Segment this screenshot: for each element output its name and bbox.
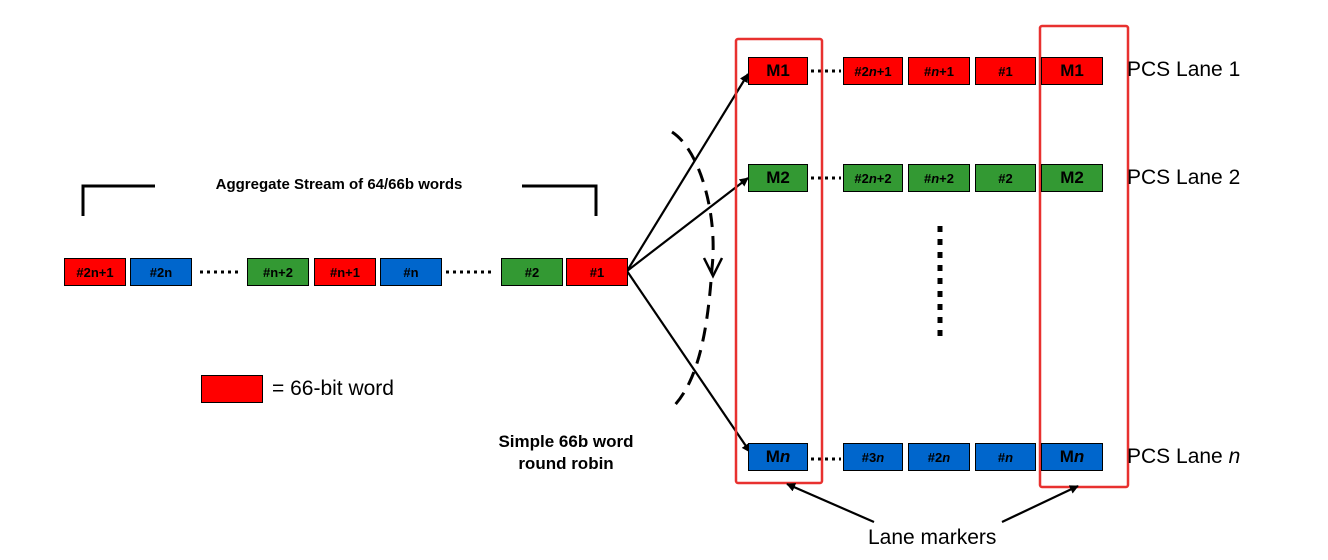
lane-marker-in: M1 (748, 57, 808, 85)
marker-label: M2 (766, 168, 790, 187)
stream-word: #1 (566, 258, 628, 286)
word-label-italic: n (868, 170, 877, 186)
word-label-italic: n (876, 449, 885, 465)
word-label: #2 (524, 264, 540, 280)
stream-word: #2 (501, 258, 563, 286)
stream-word: #2n (130, 258, 192, 286)
lane-marker-frame-left (734, 37, 824, 485)
word-label: # (923, 63, 932, 79)
stream-word: #n+2 (247, 258, 309, 286)
legend-text: = 66-bit word (272, 377, 394, 400)
lane-marker-out: M1 (1041, 57, 1103, 85)
lane-label: PCS Lane n (1127, 445, 1240, 469)
word-label: #1 (589, 264, 605, 280)
word-label-italic: n (1005, 449, 1014, 465)
round-robin-arrowhead (702, 257, 724, 279)
lane-label-text: PCS Lane 2 (1127, 166, 1241, 189)
lane-word: #2 (975, 164, 1036, 192)
word-label: #2 (854, 63, 869, 79)
stream-bracket (81, 184, 598, 216)
lane-word: #2 n (908, 443, 970, 471)
lane-label: PCS Lane 2 (1127, 166, 1240, 190)
lane-word: #2 n +2 (843, 164, 903, 192)
word-label-suffix: +1 (939, 63, 954, 79)
lane-markers-callout (786, 482, 1079, 524)
stream-word: #2n+1 (64, 258, 126, 286)
round-robin-curve (670, 130, 715, 410)
word-label: #2n+1 (76, 264, 114, 280)
stream-title: Aggregate Stream of 64/66b words (215, 176, 463, 193)
lane-label-text: PCS Lane 1 (1127, 58, 1241, 81)
marker-label: M1 (1060, 61, 1084, 80)
word-label: # (997, 449, 1006, 465)
marker-label: M (1059, 447, 1074, 466)
round-robin-line2: round robin (518, 454, 614, 473)
lane-label-text: PCS Lane (1127, 445, 1229, 468)
lane-word: #1 (975, 57, 1036, 85)
lane-ellipsis (811, 69, 841, 461)
word-label: #3 (861, 449, 877, 465)
lane-word: # n +2 (908, 164, 970, 192)
marker-label: M2 (1060, 168, 1084, 187)
word-label: #2 (854, 170, 869, 186)
word-label: #2n (149, 264, 173, 280)
word-label-suffix: +2 (939, 170, 954, 186)
marker-label: M (765, 447, 780, 466)
marker-label-italic: n (779, 447, 791, 466)
legend-swatch (201, 375, 263, 403)
word-label-italic: n (942, 449, 951, 465)
word-label: # (923, 170, 932, 186)
lane-marker-frame-right (1038, 24, 1130, 489)
word-label: #1 (998, 63, 1013, 79)
word-label-suffix: +1 (876, 63, 892, 79)
distribution-arrows (626, 73, 751, 453)
word-label-italic: n (868, 63, 877, 79)
lane-word: #2 n +1 (843, 57, 903, 85)
stream-word: #n (380, 258, 442, 286)
lane-marker-in: M2 (748, 164, 808, 192)
stream-word: #n+1 (314, 258, 376, 286)
word-label: #2 (998, 170, 1013, 186)
lane-word: #3 n (843, 443, 903, 471)
marker-label-italic: n (1073, 447, 1085, 466)
lane-label-italic: n (1228, 445, 1241, 468)
lane-word: # n +1 (908, 57, 970, 85)
word-label-suffix: +2 (876, 170, 892, 186)
word-label-italic: n (931, 170, 940, 186)
word-label: #n+2 (263, 264, 293, 280)
lane-label: PCS Lane 1 (1127, 58, 1240, 82)
round-robin-caption: Simple 66b word round robin (466, 431, 666, 475)
marker-label: M1 (766, 61, 790, 80)
round-robin-line1: Simple 66b word (498, 432, 634, 451)
word-label-italic: n (931, 63, 940, 79)
lane-markers-label: Lane markers (868, 526, 997, 549)
lane-word: # n (975, 443, 1036, 471)
word-label: #n (403, 264, 419, 280)
word-label: #n+1 (330, 264, 360, 280)
word-label: #2 (927, 449, 943, 465)
lane-marker-out: M2 (1041, 164, 1103, 192)
